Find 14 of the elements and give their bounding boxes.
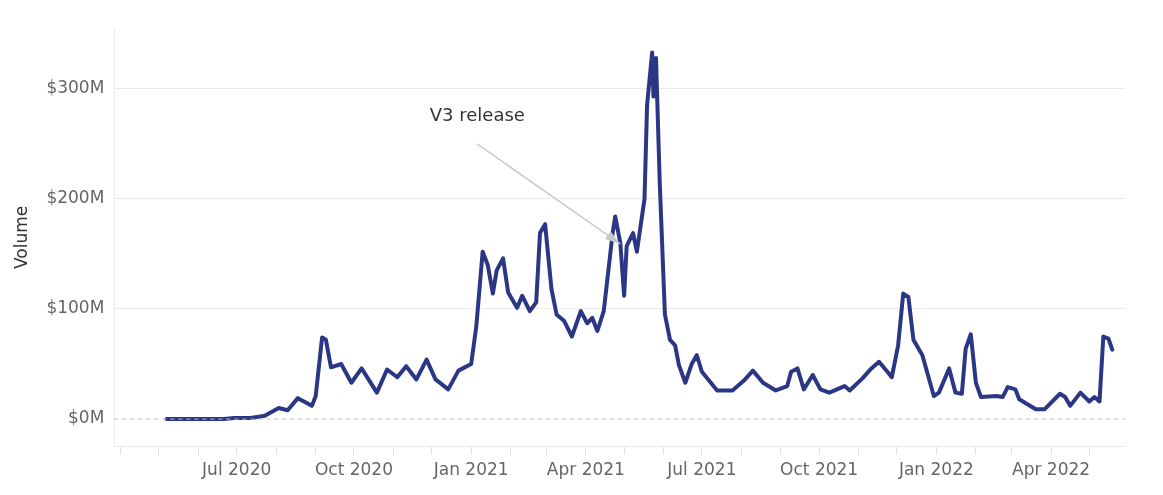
y-axis-title: Volume (10, 205, 31, 270)
annotation: V3 release (429, 103, 525, 125)
y-tick-label: $0M (68, 407, 105, 428)
y-tick-label: $300M (46, 77, 105, 98)
y-tick-label: $200M (46, 187, 105, 208)
x-tick-label: Jul 2020 (201, 459, 272, 480)
x-tick-label: Jul 2021 (666, 459, 737, 480)
x-tick-label: Apr 2021 (546, 459, 625, 480)
x-tick-label: Jan 2021 (432, 459, 509, 480)
x-tick-label: Jan 2022 (897, 459, 974, 480)
x-tick-label: Apr 2022 (1012, 459, 1091, 480)
x-tick-label: Oct 2020 (314, 459, 393, 480)
y-tick-label: $100M (46, 297, 105, 318)
x-tick-label: Oct 2021 (780, 459, 859, 480)
